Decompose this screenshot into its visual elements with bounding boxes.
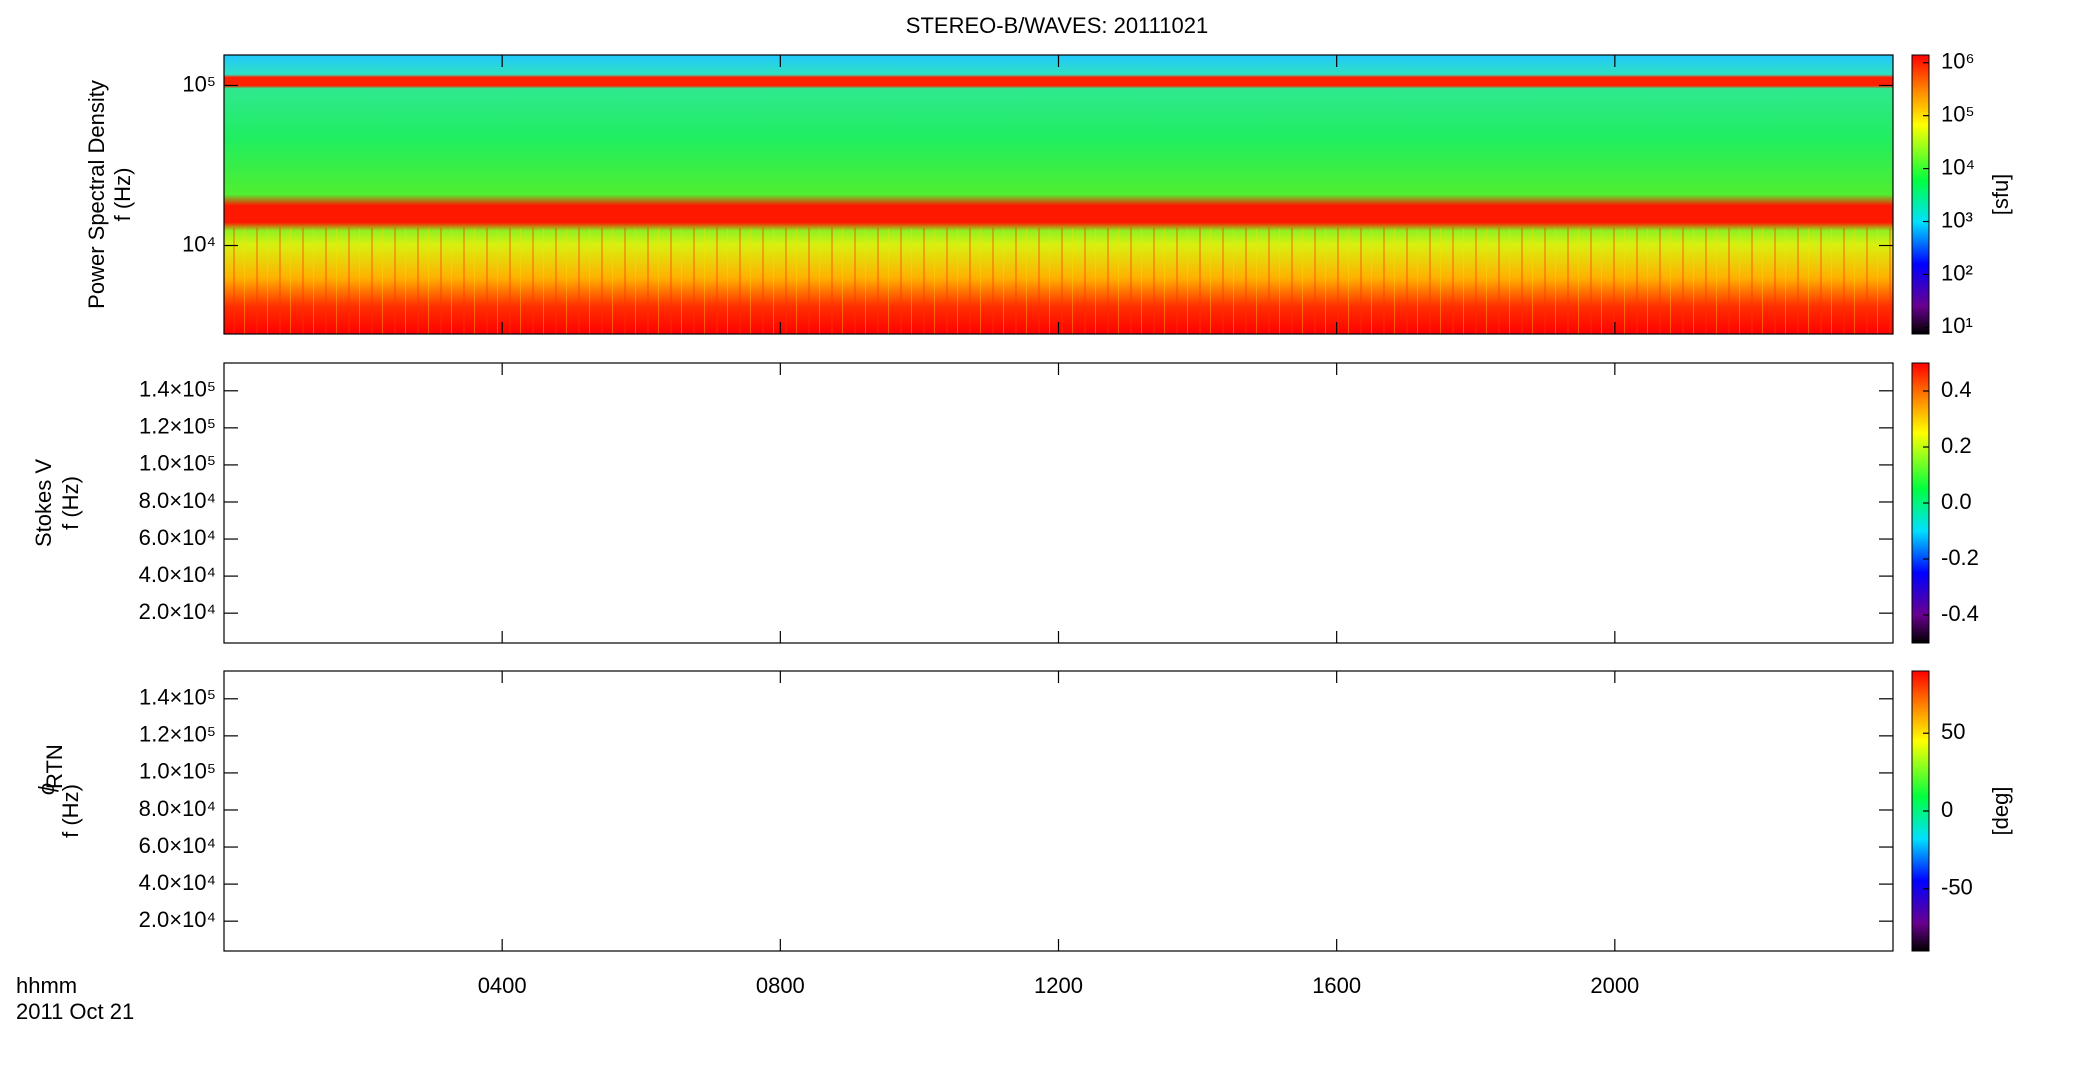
y-axis-label: f (Hz) (110, 168, 135, 222)
x-tick-label: 1200 (1034, 973, 1083, 998)
plot-frame (223, 362, 1894, 644)
x-tick-label: 1600 (1312, 973, 1361, 998)
colorbar-tick-label: 10² (1941, 260, 1973, 285)
y-tick-label: 1.2×10⁵ (139, 722, 216, 747)
colorbar-tick-label: 0.4 (1941, 377, 1972, 402)
y-tick-label: 1.4×10⁵ (139, 377, 216, 402)
y-tick-label: 1.4×10⁵ (139, 685, 216, 710)
y-tick-label: 1.0×10⁵ (139, 759, 216, 784)
y-tick-label: 6.0×10⁴ (139, 833, 216, 858)
y-tick-label: 8.0×10⁴ (139, 796, 216, 821)
y-axis-label-sub: RTN (42, 744, 67, 789)
y-axis-label: Stokes V (31, 459, 56, 547)
x-tick-label: 0400 (478, 973, 527, 998)
spectrogram-streaks (224, 227, 1893, 334)
y-tick-label: 2.0×10⁴ (139, 599, 216, 624)
colorbar-tick-label: 10⁴ (1941, 154, 1975, 179)
y-tick-label: 1.0×10⁵ (139, 451, 216, 476)
y-tick-label: 2.0×10⁴ (139, 907, 216, 932)
y-tick-label: 4.0×10⁴ (139, 562, 216, 587)
colorbar-label: [deg] (1988, 787, 2013, 836)
colorbar-tick-label: 10¹ (1941, 313, 1973, 338)
colorbar-tick-label: 0 (1941, 797, 1953, 822)
colorbar-tick-label: -0.4 (1941, 601, 1979, 626)
colorbar-tick-label: -50 (1941, 875, 1973, 900)
colorbar-tick-label: -0.2 (1941, 545, 1979, 570)
colorbar-tick-label: 10⁶ (1941, 49, 1975, 74)
chart-title: STEREO-B/WAVES: 20111021 (906, 13, 1208, 38)
time-unit-label: hhmm (16, 973, 77, 998)
y-axis-label: f (Hz) (58, 784, 83, 838)
y-tick-label: 10⁵ (182, 71, 216, 96)
plot-frame (223, 670, 1894, 952)
x-tick-label: 2000 (1590, 973, 1639, 998)
y-tick-label: 10⁴ (182, 231, 216, 256)
colorbar-label: [sfu] (1988, 174, 2013, 216)
colorbar (1911, 54, 1930, 335)
colorbar-tick-label: 10⁵ (1941, 101, 1975, 126)
y-tick-label: 1.2×10⁵ (139, 414, 216, 439)
y-axis-label: Power Spectral Density (84, 80, 109, 309)
y-tick-label: 4.0×10⁴ (139, 870, 216, 895)
colorbar-tick-label: 10³ (1941, 207, 1973, 232)
x-tick-label: 0800 (756, 973, 805, 998)
y-axis-label: f (Hz) (58, 476, 83, 530)
colorbar-tick-label: 0.0 (1941, 489, 1972, 514)
y-tick-label: 6.0×10⁴ (139, 525, 216, 550)
colorbar-tick-label: 0.2 (1941, 433, 1972, 458)
date-label: 2011 Oct 21 (16, 999, 134, 1024)
y-tick-label: 8.0×10⁴ (139, 488, 216, 513)
y-axis-label: ϕ (34, 783, 59, 795)
colorbar-tick-label: 50 (1941, 719, 1965, 744)
